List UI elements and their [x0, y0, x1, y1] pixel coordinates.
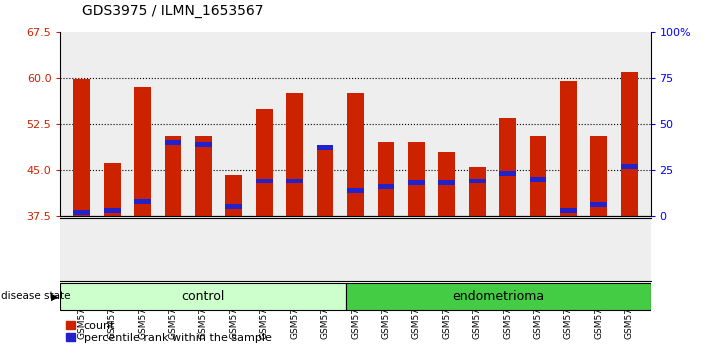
Bar — [591, 136, 607, 216]
Bar — [408, 180, 424, 185]
Bar — [134, 87, 151, 216]
Bar — [316, 145, 333, 150]
Bar — [530, 177, 546, 182]
Bar — [256, 178, 272, 183]
Bar — [469, 167, 486, 216]
Bar — [225, 175, 242, 216]
Bar — [408, 142, 424, 216]
Bar — [73, 79, 90, 216]
Text: GDS3975 / ILMN_1653567: GDS3975 / ILMN_1653567 — [82, 4, 263, 18]
Bar — [560, 81, 577, 216]
Bar — [347, 188, 364, 193]
Text: endometrioma: endometrioma — [452, 290, 545, 303]
Bar — [256, 109, 272, 216]
Bar — [499, 171, 516, 176]
Bar — [347, 93, 364, 216]
Bar — [104, 162, 120, 216]
Bar — [499, 118, 516, 216]
Bar — [60, 283, 346, 310]
Bar — [165, 136, 181, 216]
Bar — [591, 202, 607, 207]
Bar — [225, 204, 242, 209]
Bar — [195, 142, 212, 147]
Bar — [530, 136, 546, 216]
Bar — [104, 208, 120, 213]
Bar — [439, 152, 455, 216]
Text: control: control — [182, 290, 225, 303]
Bar — [165, 140, 181, 145]
Bar — [316, 148, 333, 216]
Bar — [195, 136, 212, 216]
Text: ▶: ▶ — [51, 291, 58, 302]
Bar — [439, 180, 455, 185]
Bar — [134, 199, 151, 204]
Bar — [378, 184, 395, 189]
Bar — [621, 164, 638, 169]
Bar — [621, 72, 638, 216]
Bar — [378, 142, 395, 216]
Bar — [287, 178, 303, 183]
Bar — [346, 283, 651, 310]
Bar — [469, 178, 486, 183]
Bar — [287, 93, 303, 216]
Bar — [560, 208, 577, 213]
Bar — [73, 210, 90, 215]
Text: disease state: disease state — [1, 291, 70, 302]
Legend: count, percentile rank within the sample: count, percentile rank within the sample — [66, 321, 272, 343]
